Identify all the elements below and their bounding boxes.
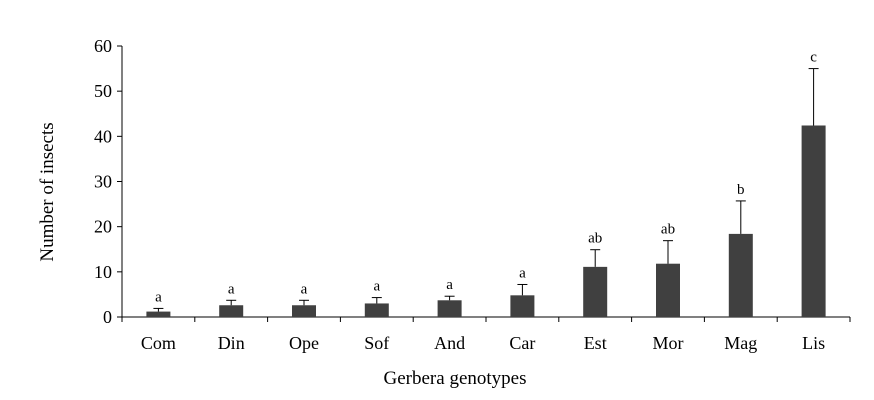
x-category-label: Lis	[802, 333, 825, 353]
bar	[219, 305, 244, 317]
x-category-label: Car	[509, 333, 535, 353]
bar	[510, 295, 535, 317]
significance-label: b	[737, 182, 745, 198]
y-tick-label: 30	[94, 172, 112, 192]
y-tick-label: 0	[103, 307, 112, 327]
bar-series: a a a a a a ab ab b c	[146, 50, 826, 317]
x-category-label: Ope	[289, 333, 319, 353]
x-category-label: Din	[218, 333, 245, 353]
x-category-label: And	[434, 333, 465, 353]
y-tick-label: 20	[94, 217, 112, 237]
bar	[146, 311, 171, 317]
x-axis: Com Din Ope Sof And Car Est Mor Mag Lis	[121, 316, 851, 353]
y-tick-label: 60	[94, 36, 112, 56]
y-axis-title: Number of insects	[37, 122, 58, 261]
significance-label: a	[155, 289, 162, 305]
bar	[801, 125, 826, 317]
x-category-label: Mor	[653, 333, 684, 353]
bar	[583, 266, 608, 317]
y-tick-label: 40	[94, 126, 112, 146]
bar	[292, 305, 316, 317]
x-category-label: Com	[141, 333, 176, 353]
significance-label: a	[519, 265, 526, 281]
significance-label: a	[446, 277, 453, 293]
significance-label: a	[373, 279, 380, 295]
x-axis-title: Gerbera genotypes	[384, 368, 527, 389]
y-axis: 0 10 20 30 40 50 60	[94, 36, 123, 327]
significance-label: c	[810, 50, 817, 66]
y-tick-label: 10	[94, 262, 112, 282]
significance-label: a	[301, 281, 308, 297]
bar	[728, 233, 753, 317]
significance-label: ab	[661, 222, 675, 238]
y-tick-label: 50	[94, 81, 112, 101]
bar	[656, 263, 680, 317]
bar	[364, 303, 389, 317]
bar	[437, 300, 462, 317]
x-category-label: Est	[584, 333, 607, 353]
x-category-label: Sof	[364, 333, 389, 353]
x-category-label: Mag	[724, 333, 757, 353]
significance-label: a	[228, 281, 235, 297]
significance-label: ab	[588, 231, 602, 247]
